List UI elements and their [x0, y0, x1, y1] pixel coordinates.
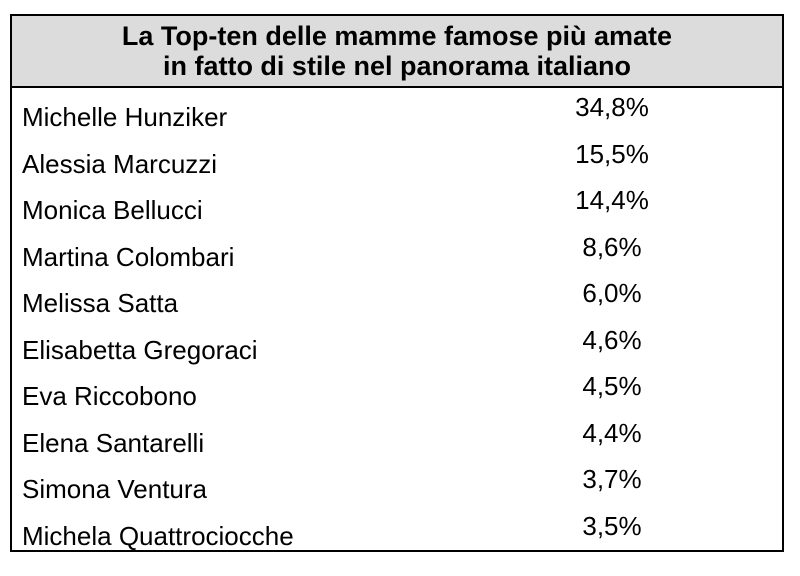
table-body: Michelle Hunziker 34,8% Alessia Marcuzzi…: [12, 90, 782, 555]
row-name: Martina Colombari: [22, 241, 235, 272]
row-name: Monica Bellucci: [22, 195, 203, 225]
row-value: 8,6%: [582, 231, 642, 262]
table-row: Melissa Satta 6,0%: [12, 276, 782, 323]
row-value: 6,0%: [582, 278, 642, 308]
row-name: Alessia Marcuzzi: [22, 148, 218, 179]
table-title-line-2: in fatto di stile nel panorama italiano: [162, 51, 632, 81]
table-row: Elisabetta Gregoraci 4,6%: [12, 323, 782, 370]
row-value: 3,7%: [582, 464, 642, 494]
row-value: 4,5%: [582, 371, 642, 401]
table-row: Eva Riccobono 4,5%: [12, 369, 782, 416]
row-name: Eva Riccobono: [22, 381, 197, 411]
ranking-table: La Top-ten delle mamme famose più amate …: [10, 14, 784, 552]
table-title-line-1: La Top-ten delle mamme famose più amate: [121, 21, 673, 51]
table-row: Michela Quattrociocche 3,5%: [12, 509, 782, 556]
row-value: 4,4%: [582, 417, 642, 448]
row-value: 3,5%: [582, 510, 642, 541]
table-row: Simona Ventura 3,7%: [12, 462, 782, 509]
table-row: Elena Santarelli 4,4%: [12, 416, 782, 463]
row-value: 34,8%: [575, 92, 649, 122]
row-name: Simona Ventura: [22, 474, 208, 504]
row-name: Elena Santarelli: [22, 427, 205, 458]
table-row: Martina Colombari 8,6%: [12, 230, 782, 277]
row-name: Michela Quattrociocche: [22, 520, 294, 551]
table-title: La Top-ten delle mamme famose più amate …: [12, 16, 782, 88]
row-name: Michelle Hunziker: [22, 102, 228, 132]
row-name: Melissa Satta: [22, 288, 179, 318]
row-value: 14,4%: [575, 185, 649, 215]
row-name: Elisabetta Gregoraci: [22, 334, 258, 365]
table-row: Michelle Hunziker 34,8%: [12, 90, 782, 137]
row-value: 15,5%: [575, 138, 649, 169]
row-value: 4,6%: [582, 324, 642, 355]
table-row: Alessia Marcuzzi 15,5%: [12, 137, 782, 184]
table-row: Monica Bellucci 14,4%: [12, 183, 782, 230]
